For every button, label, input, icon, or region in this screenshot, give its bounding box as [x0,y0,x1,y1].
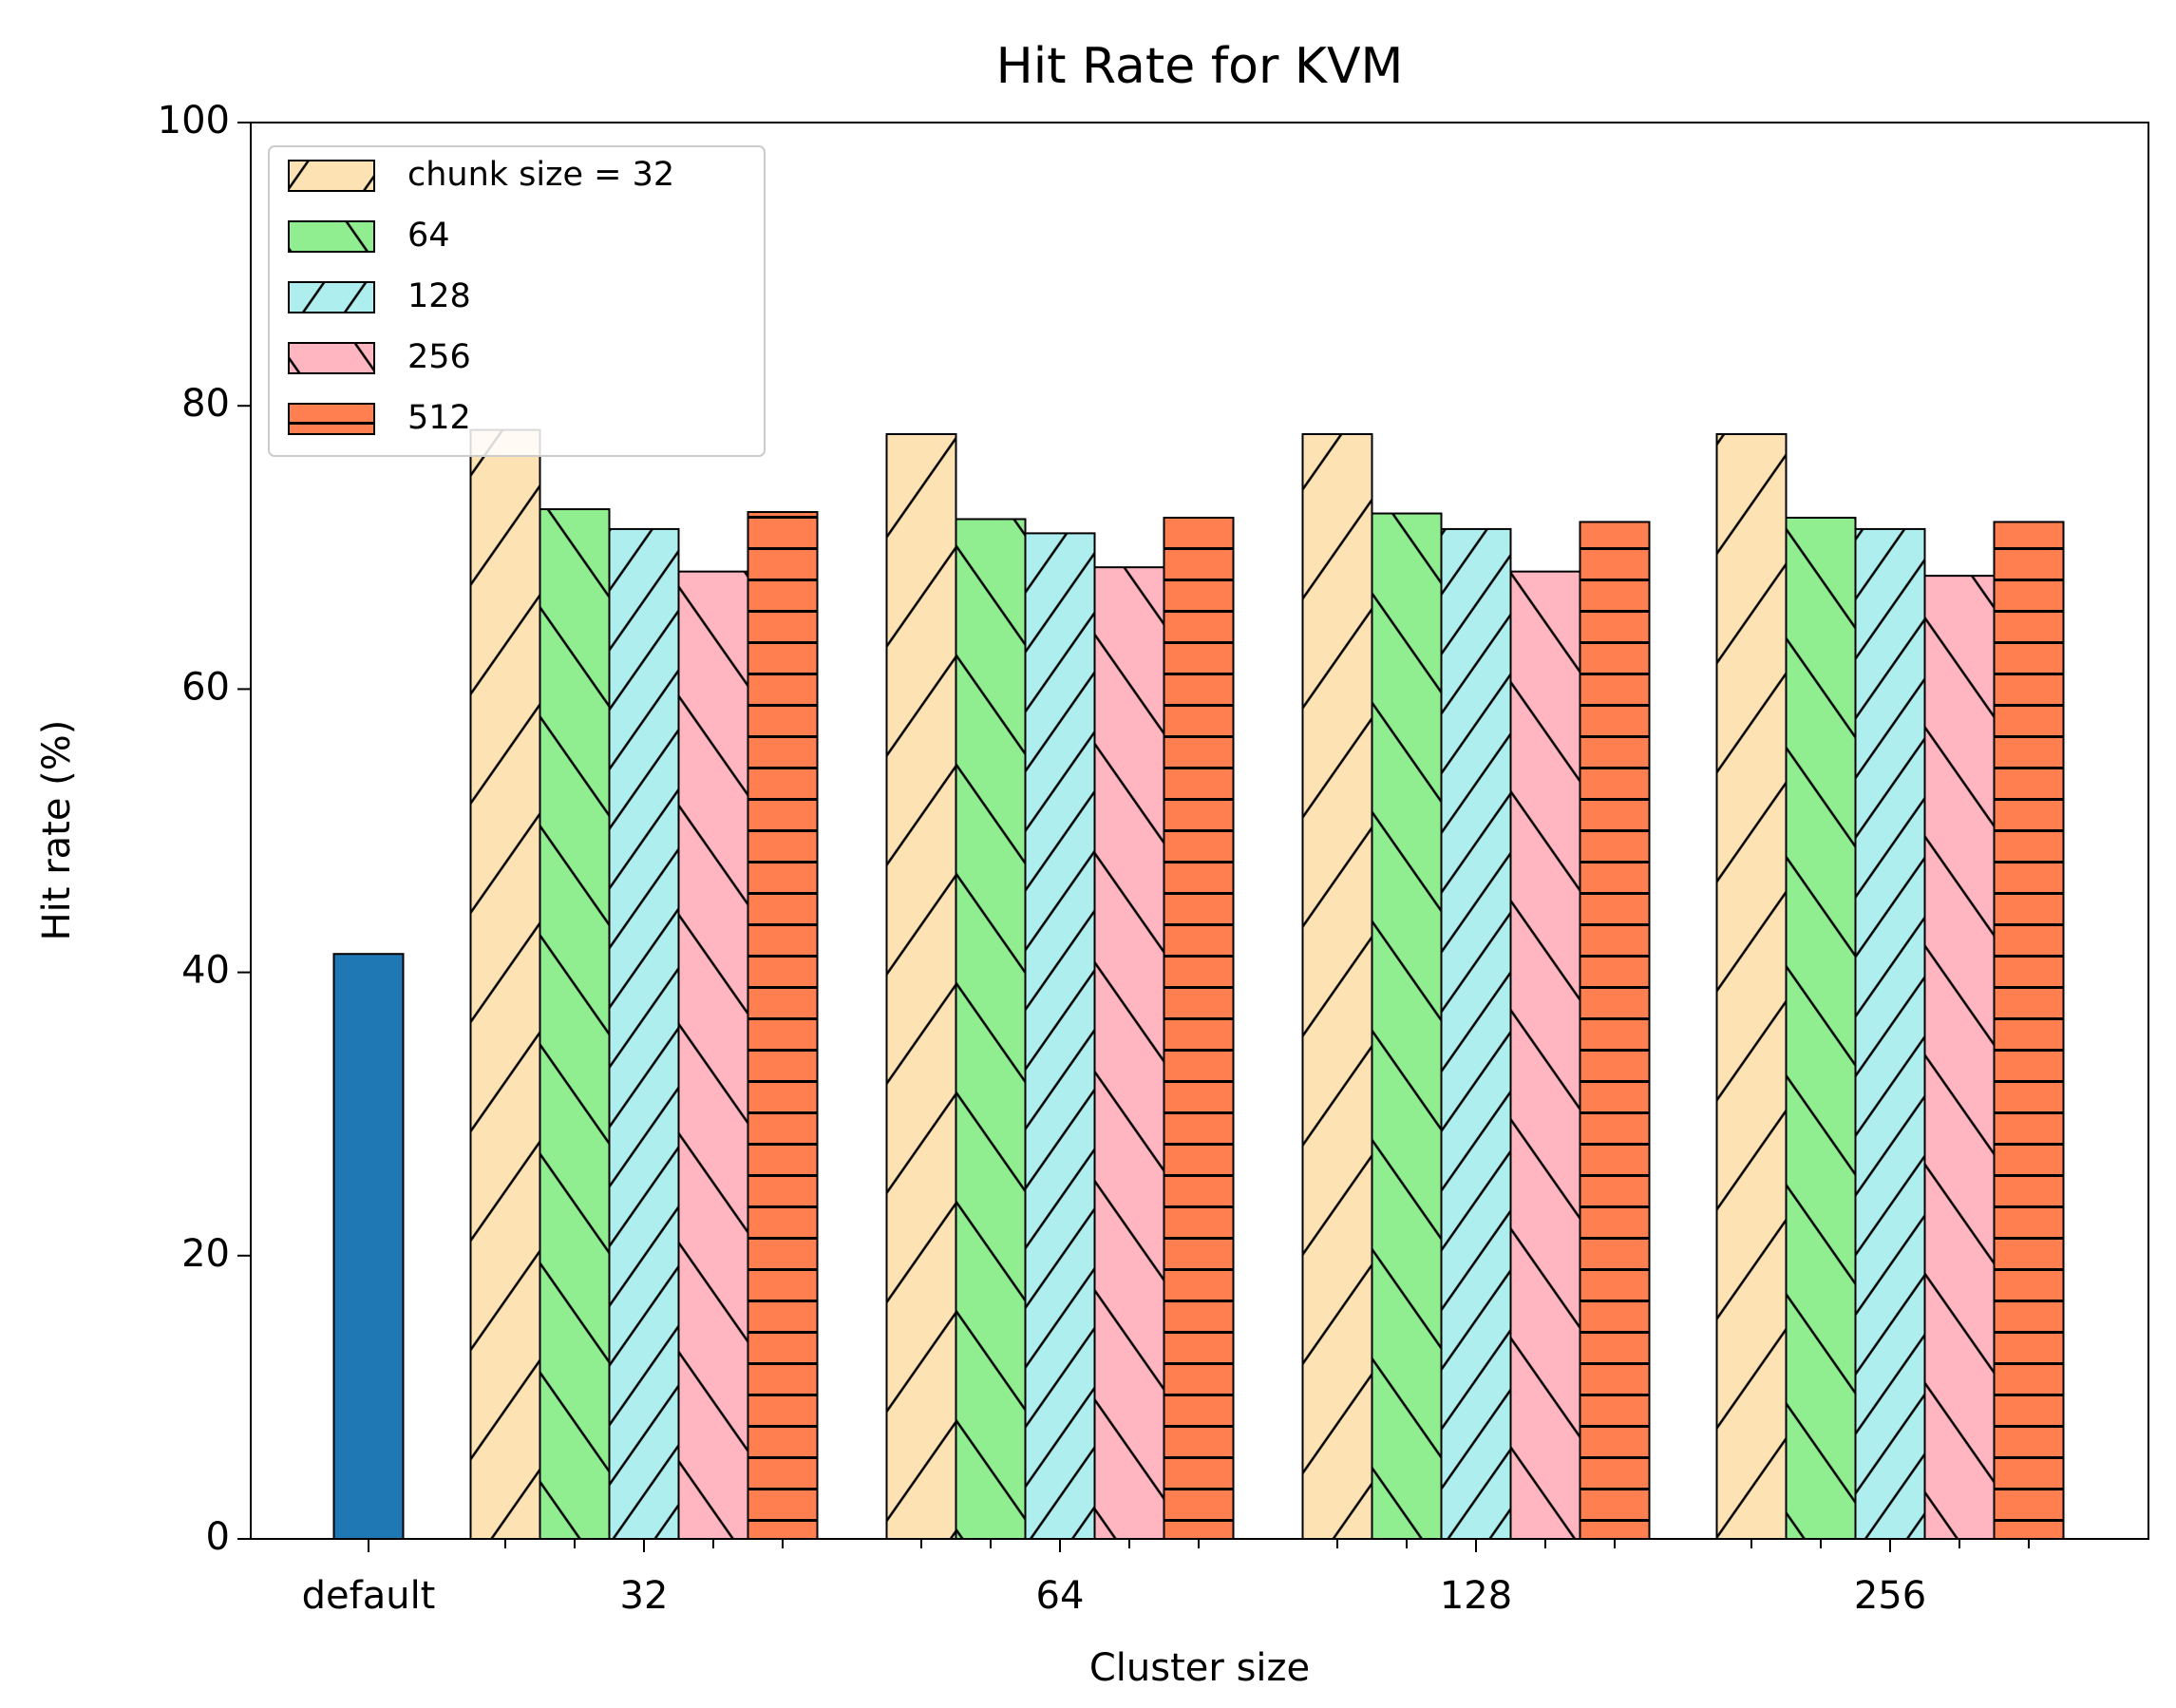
legend-label: 128 [407,277,471,315]
legend-label: 256 [407,338,471,376]
bar [1301,433,1373,1540]
bar [1440,527,1512,1540]
bar [1785,516,1857,1540]
legend-swatch [288,342,375,374]
bar [332,953,405,1540]
y-axis-label: Hit rate (%) [35,720,79,941]
legend-box [268,145,766,457]
bar [885,433,957,1540]
bar [747,511,819,1540]
legend-label: 512 [407,399,471,437]
x-tick-label: default [302,1574,436,1618]
bar [1923,575,1996,1540]
bar [469,428,541,1540]
bar [955,518,1027,1540]
plot-frame [250,122,2149,1540]
bar [1509,570,1581,1540]
y-tick-label: 100 [158,99,230,142]
chart-title: Hit Rate for KVM [996,38,1404,95]
bar [539,508,611,1541]
y-tick-label: 0 [206,1515,230,1559]
bar [1579,521,1651,1540]
y-tick-label: 80 [181,382,230,426]
bar [677,570,749,1540]
bar [1854,527,1926,1540]
y-tick-label: 60 [181,665,230,709]
legend-swatch [288,160,375,192]
legend-swatch [288,281,375,313]
bar [1715,433,1788,1540]
y-tick-label: 20 [181,1232,230,1276]
bar [608,527,680,1540]
legend-label: 64 [407,217,450,255]
x-tick-label: 32 [620,1574,669,1618]
x-tick-label: 256 [1854,1574,1926,1618]
bar [1093,566,1165,1540]
x-axis-label: Cluster size [1089,1646,1310,1690]
x-tick-label: 128 [1440,1574,1512,1618]
bar [1371,512,1443,1540]
y-tick-label: 40 [181,949,230,993]
legend-swatch [288,403,375,435]
legend-label: chunk size = 32 [407,156,674,194]
legend-swatch [288,220,375,253]
bar [1163,516,1235,1540]
bar [1024,532,1096,1540]
bar [1993,521,2065,1540]
x-tick-label: 64 [1036,1574,1085,1618]
